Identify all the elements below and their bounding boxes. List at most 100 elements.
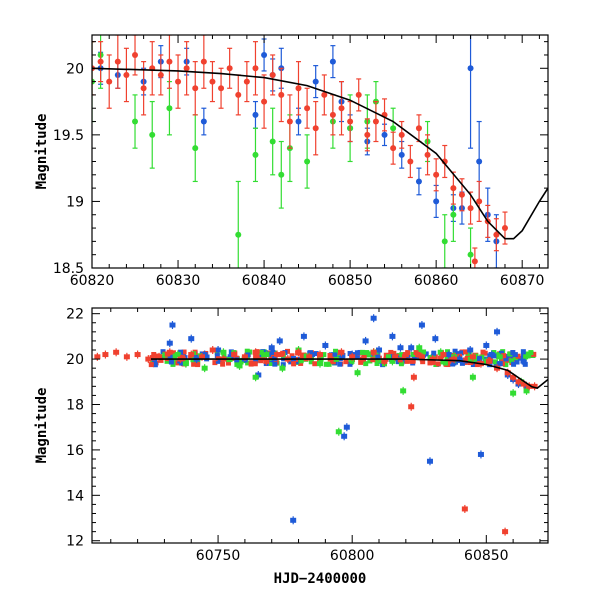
band-marker: [289, 353, 295, 359]
band-marker: [440, 359, 446, 365]
band-marker: [323, 361, 329, 367]
band-marker: [158, 357, 164, 363]
y-tick-label: 12: [66, 534, 84, 550]
band-marker: [375, 354, 381, 360]
band-marker: [410, 351, 416, 357]
band-marker: [388, 349, 394, 355]
data-point: [415, 178, 422, 185]
data-point: [471, 258, 478, 265]
band-marker: [312, 361, 318, 367]
band-marker: [358, 359, 364, 365]
band-marker: [340, 352, 346, 358]
data-point: [132, 51, 139, 58]
band-marker: [149, 355, 155, 361]
band-marker: [227, 354, 233, 360]
band-marker: [278, 352, 284, 358]
band-marker: [170, 350, 176, 356]
band-marker: [152, 358, 158, 364]
band-marker: [364, 350, 370, 356]
y-tick-label: 20: [66, 61, 84, 77]
band-marker: [450, 361, 456, 367]
band-marker: [308, 359, 314, 365]
band-marker: [473, 353, 479, 359]
band-marker: [303, 353, 309, 359]
band-marker: [427, 360, 433, 366]
data-point: [467, 65, 474, 72]
data-point: [381, 131, 388, 138]
band-marker: [347, 361, 353, 367]
data-point: [218, 85, 225, 92]
band-marker: [523, 354, 529, 360]
data-point: [493, 231, 500, 238]
band-marker: [433, 361, 439, 367]
y-tick-label: 16: [66, 443, 84, 459]
data-point: [175, 78, 182, 85]
band-marker: [512, 352, 518, 358]
y-tick-label: 14: [66, 488, 84, 504]
band-marker: [252, 361, 258, 367]
band-marker: [179, 360, 185, 366]
y-tick-label: 19.5: [53, 128, 84, 144]
band-marker: [507, 354, 513, 360]
band-marker: [397, 357, 403, 363]
data-point: [304, 158, 311, 165]
data-point: [398, 151, 405, 158]
data-point: [424, 151, 431, 158]
band-marker: [299, 353, 305, 359]
data-point: [252, 65, 259, 72]
band-marker: [298, 360, 304, 366]
y-tick-label: 20: [66, 352, 84, 368]
band-marker: [442, 360, 448, 366]
band-marker: [528, 350, 534, 356]
band-marker: [280, 362, 286, 368]
band-marker: [477, 356, 483, 362]
data-point: [441, 238, 448, 245]
data-point: [304, 105, 311, 112]
band-marker: [404, 358, 410, 364]
band-marker: [378, 358, 384, 364]
band-marker: [313, 351, 319, 357]
band-marker: [253, 353, 259, 359]
y-axis-title: Magnitude: [34, 388, 50, 464]
band-marker: [249, 360, 255, 366]
band-marker: [420, 359, 426, 365]
data-point: [467, 251, 474, 258]
band-marker: [458, 350, 464, 356]
data-point: [269, 71, 276, 78]
bottom-panel: 60750 60800 60850 12 14 16 18 20 22 Magnitude HJD−…: [34, 307, 549, 587]
band-marker: [470, 362, 476, 368]
band-marker: [253, 358, 259, 364]
band-marker: [191, 361, 197, 367]
band-marker: [214, 353, 220, 359]
band-marker: [298, 358, 304, 364]
data-point: [149, 131, 156, 138]
band-marker: [245, 360, 251, 366]
band-marker: [326, 361, 332, 367]
y-tick-label: 22: [66, 307, 84, 323]
data-point: [235, 231, 242, 238]
band-marker: [452, 348, 458, 354]
band-marker: [467, 356, 473, 362]
y-tick-label: 19: [66, 194, 84, 210]
band-marker: [459, 360, 465, 366]
band-marker: [367, 358, 373, 364]
band-marker: [399, 352, 405, 358]
band-marker: [385, 354, 391, 360]
band-marker: [244, 348, 250, 354]
data-point: [295, 118, 302, 125]
band-marker: [514, 359, 520, 365]
band-marker: [430, 359, 436, 365]
y-tick-label: 18.5: [53, 261, 84, 277]
data-point: [476, 198, 483, 205]
x-tick-label: 60850: [464, 548, 509, 564]
band-marker: [285, 348, 291, 354]
data-point: [347, 118, 354, 125]
band-marker: [414, 351, 420, 357]
x-tick-label: 60860: [414, 273, 459, 289]
data-point: [286, 118, 293, 125]
y-axis-title: Magnitude: [34, 114, 50, 190]
band-marker: [291, 361, 297, 367]
band-marker: [508, 358, 514, 364]
data-point: [372, 118, 379, 125]
